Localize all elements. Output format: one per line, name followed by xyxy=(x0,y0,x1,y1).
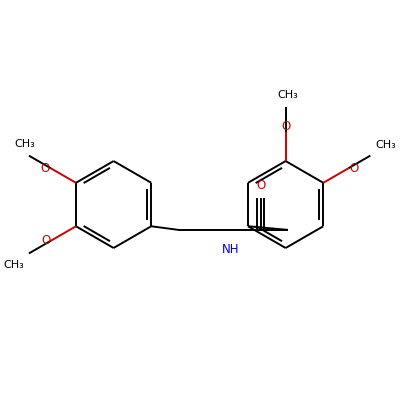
Text: CH₃: CH₃ xyxy=(14,139,35,149)
Text: CH₃: CH₃ xyxy=(376,140,396,150)
Text: O: O xyxy=(42,234,51,247)
Text: O: O xyxy=(40,162,49,175)
Text: CH₃: CH₃ xyxy=(277,90,298,100)
Text: CH₃: CH₃ xyxy=(4,260,24,270)
Text: O: O xyxy=(349,162,358,175)
Text: O: O xyxy=(281,120,290,133)
Text: O: O xyxy=(256,179,266,192)
Text: NH: NH xyxy=(222,242,240,256)
